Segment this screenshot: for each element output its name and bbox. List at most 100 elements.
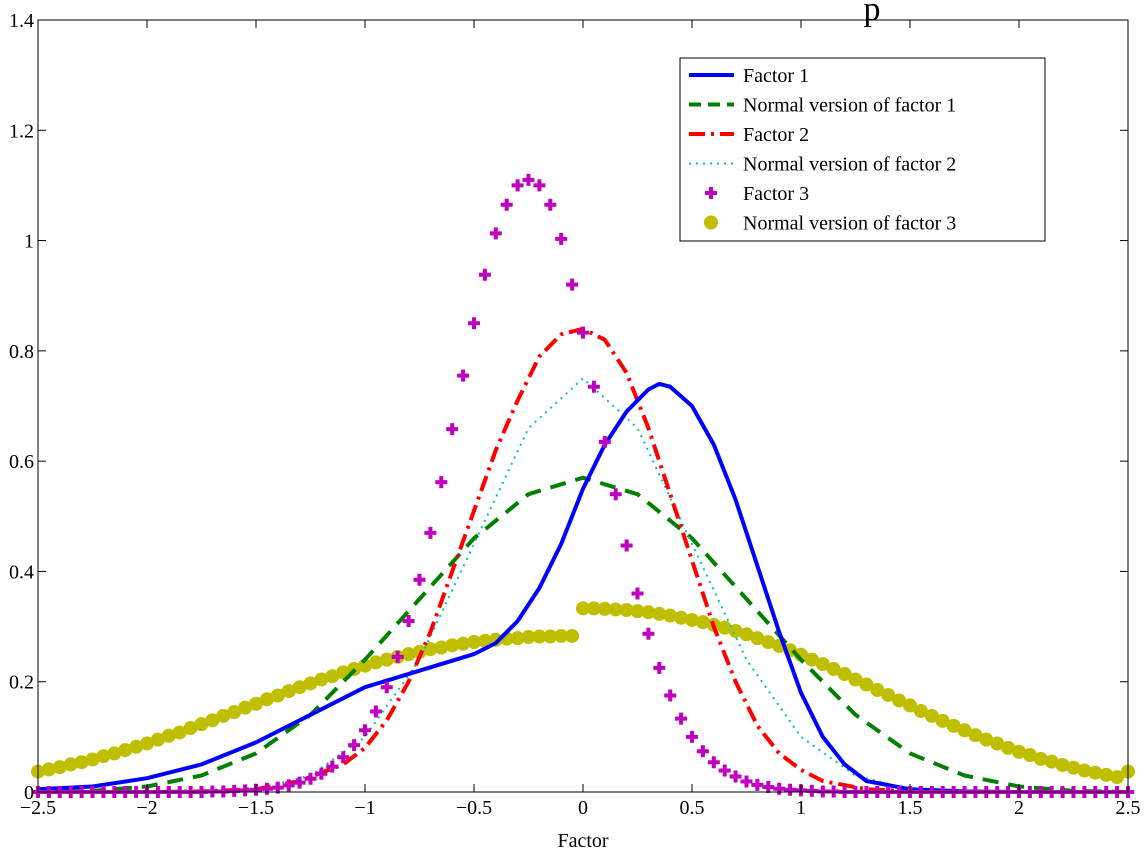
legend-label: Factor 1 — [743, 65, 809, 87]
factor-3-point — [522, 173, 535, 186]
normal-factor-3-point — [1022, 748, 1037, 763]
factor-3-point — [729, 770, 742, 783]
normal-factor-3-point — [990, 736, 1005, 751]
factor-3-point — [816, 785, 829, 798]
normal-factor-3-point — [913, 703, 928, 718]
normal-factor-3-point — [510, 631, 525, 646]
normal-factor-3-point — [401, 647, 416, 662]
normal-factor-3-point — [205, 713, 220, 728]
y-tick-label: 1 — [24, 231, 34, 253]
series-line — [37, 381, 1128, 794]
normal-factor-3-point — [935, 713, 950, 728]
normal-factor-3-point — [565, 628, 580, 643]
series-2 — [37, 475, 1129, 794]
factor-3-point — [533, 179, 546, 192]
normal-factor-3-point — [663, 608, 678, 623]
normal-factor-3-point — [532, 629, 547, 644]
factor-3-point — [577, 326, 589, 339]
normal-factor-3-point — [227, 705, 242, 720]
normal-factor-3-point — [1012, 744, 1026, 759]
x-tick-label: −0.5 — [456, 797, 492, 819]
factor-3-point — [435, 476, 448, 489]
y-tick-label: 0.2 — [9, 672, 34, 694]
normal-factor-3-point — [739, 627, 754, 642]
legend-entry: Normal version of factor 1 — [689, 95, 956, 117]
factor-3-point — [260, 782, 273, 795]
normal-factor-3-point — [848, 672, 863, 687]
legend-entry: Factor 1 — [689, 65, 809, 87]
factor-3-point — [500, 198, 513, 211]
x-tick-label: 1.5 — [898, 797, 923, 819]
normal-factor-3-point — [903, 698, 917, 713]
normal-factor-3-point — [652, 606, 667, 621]
axes-layer: −2.5 −2 −1.5 −1 −0.5 0 0.5 1 1.5 2 2.5 0 0.2 0.4 0.6 0.… — [9, 10, 1141, 819]
normal-factor-3-point — [150, 732, 165, 747]
x-tick-label: 2 — [1014, 797, 1024, 819]
x-tick-label: −1 — [354, 797, 375, 819]
normal-factor-3-point — [1066, 760, 1081, 775]
normal-factor-3-point — [52, 760, 67, 775]
normal-factor-3-point — [281, 684, 296, 699]
y-tick-label: 0.4 — [9, 561, 34, 583]
normal-factor-3-point — [314, 672, 329, 687]
factor-3-point — [827, 785, 840, 798]
x-tick-label: 0.5 — [680, 797, 705, 819]
normal-factor-3-point — [892, 693, 907, 708]
normal-factor-3-point — [837, 666, 852, 681]
factor-3-point — [675, 712, 688, 725]
factor-3-point — [805, 784, 818, 797]
factor-3-point — [206, 785, 219, 798]
normal-factor-3-point — [183, 721, 198, 736]
normal-factor-3-point — [685, 612, 699, 627]
factor-3-point — [696, 745, 709, 758]
normal-factor-3-point — [74, 755, 89, 770]
factor-3-point — [609, 488, 622, 501]
normal-factor-3-point — [946, 718, 961, 733]
y-tick-label: 0 — [24, 782, 34, 804]
normal-factor-3-point — [249, 696, 263, 711]
factor-3-point — [631, 587, 644, 600]
normal-factor-3-point — [216, 708, 231, 723]
normal-factor-3-point — [641, 605, 656, 620]
factor-3-point — [282, 779, 295, 792]
normal-factor-3-point — [118, 743, 133, 758]
normal-factor-3-point — [1055, 757, 1070, 772]
factor-3-point — [707, 756, 720, 769]
normal-factor-3-point — [1033, 751, 1048, 766]
chart-title: p — [864, 0, 881, 28]
normal-factor-3-point — [456, 636, 471, 651]
factor-3-point — [751, 778, 764, 791]
legend-label: Normal version of factor 3 — [743, 213, 956, 235]
series-line — [37, 475, 1129, 794]
normal-factor-3-point — [1001, 740, 1016, 755]
x-tick-label: 2.5 — [1116, 797, 1141, 819]
factor-3-point — [598, 435, 611, 448]
normal-factor-3-point — [368, 655, 383, 670]
normal-factor-3-point — [695, 615, 710, 630]
factor-3-point — [457, 369, 470, 382]
normal-factor-3-point — [957, 723, 972, 738]
factor-3-point — [304, 772, 317, 785]
normal-factor-3-point — [881, 687, 896, 702]
legend-box — [679, 57, 1046, 242]
factor-3-point — [653, 661, 666, 674]
factor-3-point — [228, 784, 241, 797]
normal-factor-3-point — [826, 662, 841, 677]
legend-label: Normal version of factor 1 — [743, 95, 956, 117]
x-tick-label: 0 — [578, 797, 588, 819]
normal-factor-3-point — [619, 603, 634, 618]
factor-3-point — [511, 179, 524, 192]
series-3 — [38, 326, 1128, 794]
factor-3-point — [380, 681, 393, 694]
factor-3-point — [413, 573, 426, 586]
normal-factor-3-point — [467, 635, 481, 650]
normal-factor-3-point — [924, 708, 939, 723]
normal-factor-3-point — [303, 676, 318, 691]
factor-3-point — [555, 232, 568, 245]
normal-factor-3-point — [292, 680, 307, 695]
normal-factor-3-point — [750, 631, 765, 646]
factor-3-point — [369, 705, 382, 718]
series-line — [38, 326, 1128, 794]
normal-factor-3-point — [608, 602, 623, 617]
normal-factor-3-point — [674, 610, 689, 625]
